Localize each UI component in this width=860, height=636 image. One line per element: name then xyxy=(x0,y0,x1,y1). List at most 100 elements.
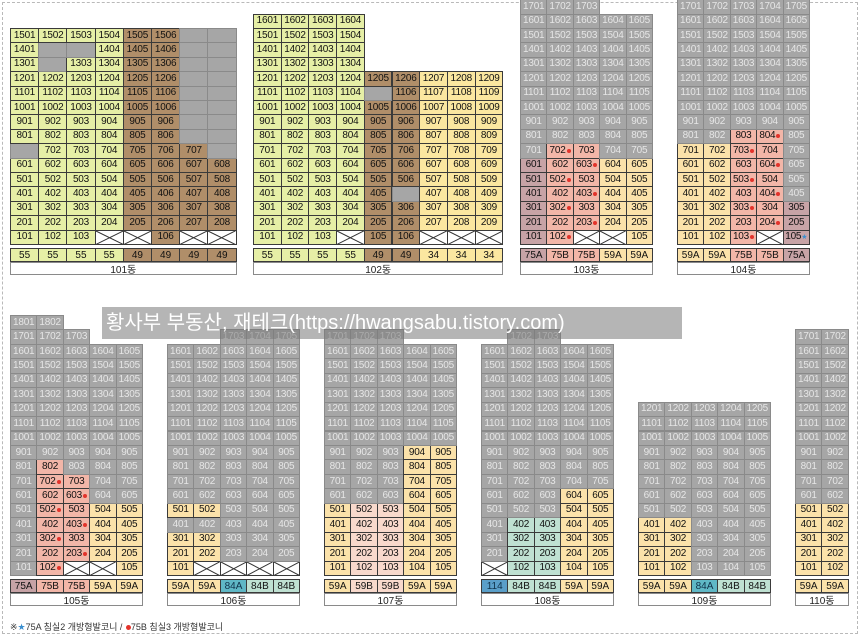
dot-icon xyxy=(776,134,781,139)
unit-number: 605 xyxy=(631,159,648,171)
unit-cell: 1105 xyxy=(625,85,653,101)
unit-number: 105 xyxy=(370,231,387,243)
building-name: 106동 xyxy=(167,593,300,607)
unit-cell: 204 xyxy=(336,215,365,231)
unit-cell: 803 xyxy=(66,128,96,145)
unit-number: 102 xyxy=(513,562,530,574)
unit-number: 1501 xyxy=(169,359,192,371)
unit-number: 1605 xyxy=(118,345,141,357)
unit-cell: 1203 xyxy=(533,401,562,418)
unit-cell: 1302 xyxy=(507,387,535,403)
unit-cell: 101 xyxy=(520,229,548,245)
unit-number: 1401 xyxy=(13,44,36,56)
unit-cell: 1405 xyxy=(429,372,457,389)
unit-number: 408 xyxy=(213,188,231,200)
unit-number: 1003 xyxy=(732,101,755,113)
unit-number: 602 xyxy=(513,490,530,502)
unit-cell: 302 xyxy=(821,531,849,548)
unit-number: 1503 xyxy=(536,359,559,371)
unit-number: 101 xyxy=(525,231,542,243)
unit-cell: 805 xyxy=(115,459,143,475)
dot-icon xyxy=(776,220,781,225)
unit-cell: 303 xyxy=(690,531,719,548)
unit-type-cell: 84B xyxy=(507,579,535,593)
unit-cell: 302 xyxy=(193,531,221,548)
unit-cell: 1105 xyxy=(782,85,810,101)
unit-cell: 1601 xyxy=(324,343,352,360)
unit-number: 1205 xyxy=(118,403,141,415)
unit-number: 103 xyxy=(314,231,331,243)
unit-number: 104 xyxy=(722,562,739,574)
unit-number: 703 xyxy=(696,475,713,487)
unit-cell: 303 xyxy=(572,200,601,217)
unit-number: 607 xyxy=(185,159,202,171)
unit-number: 1202 xyxy=(549,72,571,84)
dot-icon xyxy=(56,537,61,542)
unit-cell: 204 xyxy=(756,215,784,231)
unit-type-cell: 75A xyxy=(520,248,548,262)
unit-cell: 201 xyxy=(253,215,282,231)
unit-cell: 1104 xyxy=(717,416,745,432)
unit-cell: 901 xyxy=(520,114,548,130)
unit-cell: 1205 xyxy=(429,401,457,418)
unit-number: 1504 xyxy=(98,29,120,41)
unit-number: 604 xyxy=(94,490,111,502)
unit-number: 307 xyxy=(425,202,442,214)
unit-number: 302 xyxy=(44,202,61,214)
unit-cell: 603 xyxy=(572,157,601,173)
unit-cell: 909 xyxy=(474,114,504,130)
no-unit-cell xyxy=(474,229,504,245)
unit-number: 1002 xyxy=(196,432,218,444)
unit-number: 204 xyxy=(565,547,582,559)
unit-number: 202 xyxy=(199,547,216,559)
unit-cell: 1202 xyxy=(703,71,731,87)
unit-cell: 604 xyxy=(94,157,124,173)
unit-cell: 1405 xyxy=(122,42,152,58)
unit-cell: 902 xyxy=(280,114,310,130)
unit-cell: 405 xyxy=(272,517,300,533)
unit-number: 603 xyxy=(575,159,593,171)
unit-cell: 206 xyxy=(151,215,181,231)
unit-number: 105 xyxy=(121,562,138,574)
unit-cell: 801 xyxy=(253,128,282,145)
unit-cell: 805 xyxy=(363,128,393,145)
unit-cell: 609 xyxy=(474,157,504,173)
unit-cell: 1102 xyxy=(36,416,64,432)
unit-number: 1502 xyxy=(510,359,532,371)
unit-cell: 703 xyxy=(729,143,758,159)
unit-number: 1602 xyxy=(284,15,306,27)
unit-cell: 1501 xyxy=(677,28,705,44)
unit-cell: 905 xyxy=(625,114,653,130)
unit-number: 1303 xyxy=(536,388,559,400)
unit-number: 1403 xyxy=(379,374,402,386)
unit-number: 203 xyxy=(696,547,713,559)
unit-number: 801 xyxy=(329,461,346,473)
unit-cell: 1202 xyxy=(507,401,535,418)
unit-number: 201 xyxy=(15,547,32,559)
unit-number: 502 xyxy=(39,504,56,516)
unit-cell: 1501 xyxy=(324,358,352,374)
unit-number: 1406 xyxy=(154,44,177,56)
unit-number: 604 xyxy=(604,159,621,171)
unit-cell: 903 xyxy=(66,114,96,130)
unit-number: 608 xyxy=(453,159,470,171)
unit-cell: 1205 xyxy=(363,71,393,87)
unit-number: 1301 xyxy=(797,388,820,400)
unit-cell: 1705 xyxy=(782,0,810,15)
unit-cell: 1105 xyxy=(429,416,457,432)
unit-cell: 1101 xyxy=(324,416,352,432)
unit-cell xyxy=(66,42,96,58)
dot-icon xyxy=(83,551,88,556)
unit-cell: 103 xyxy=(376,560,405,576)
unit-number: 1402 xyxy=(39,374,61,386)
unit-type-cell: 59A xyxy=(821,579,849,593)
unit-number: 508 xyxy=(453,173,470,185)
unit-cell: 401 xyxy=(167,517,195,533)
unit-cell: 706 xyxy=(151,143,181,159)
unit-number: 704 xyxy=(408,475,425,487)
unit-number: 1203 xyxy=(575,72,598,84)
unit-cell: 1104 xyxy=(94,85,124,101)
unit-cell: 303 xyxy=(66,200,96,217)
unit-cell: 1802 xyxy=(36,314,64,331)
unit-cell: 705 xyxy=(272,473,300,490)
